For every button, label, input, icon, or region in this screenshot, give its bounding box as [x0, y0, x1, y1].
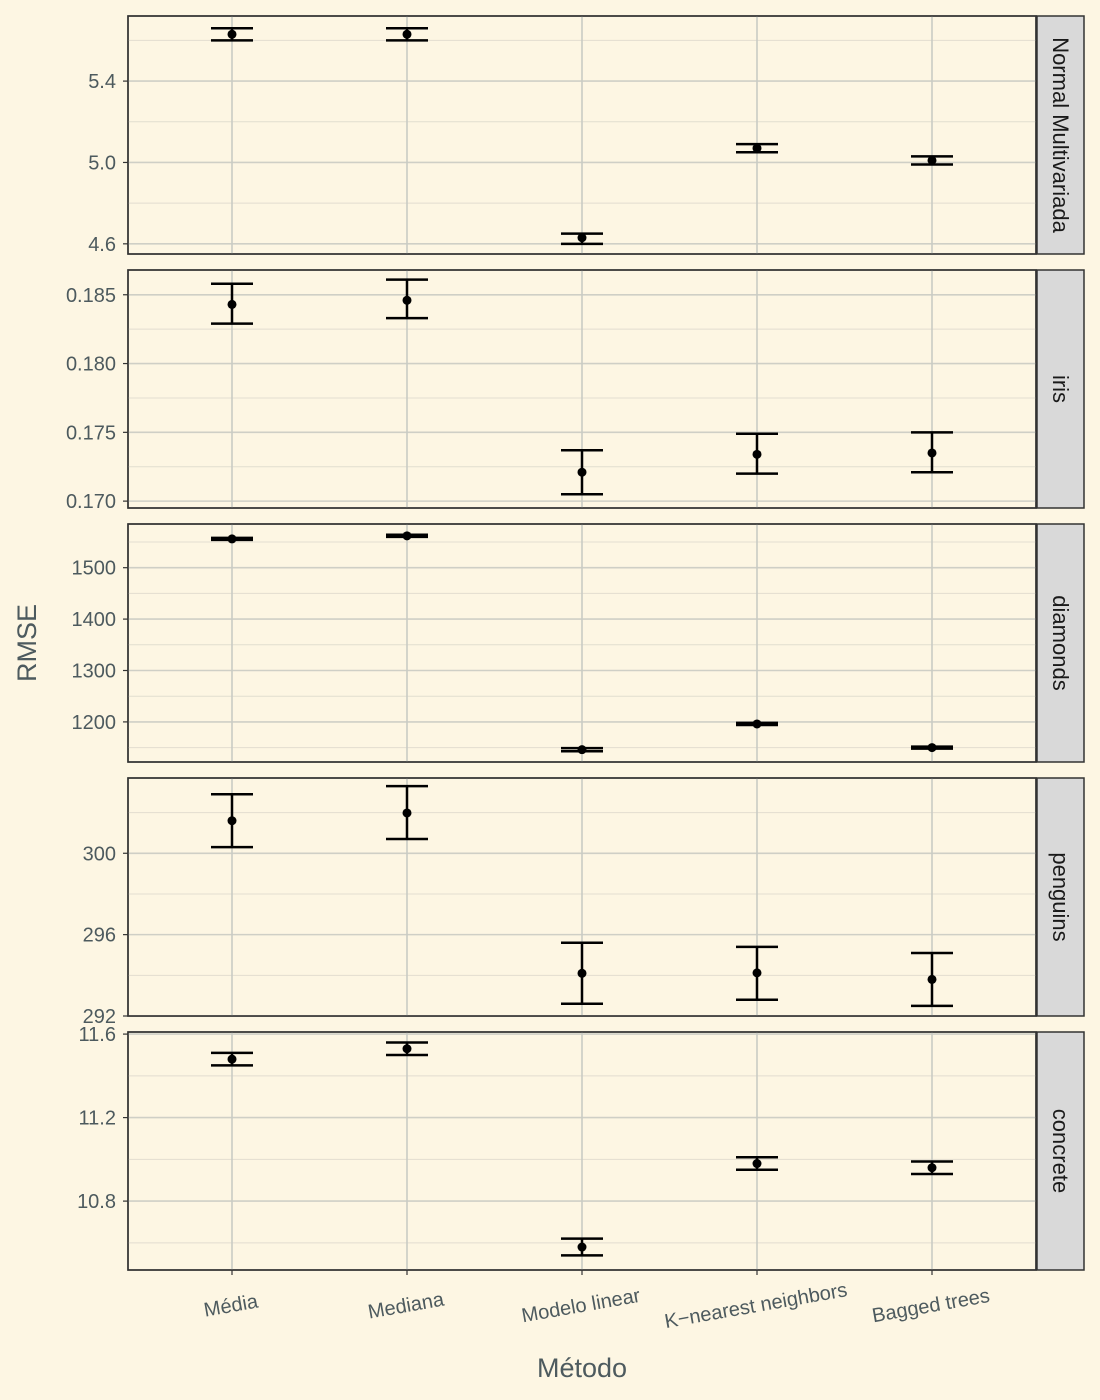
y-tick-label: 292 — [83, 1006, 116, 1028]
errorbar — [736, 719, 778, 729]
y-tick-label: 11.2 — [79, 1108, 116, 1130]
errorbar — [911, 155, 953, 166]
y-tick-label: 4.6 — [88, 234, 116, 256]
y-tick-label: 10.8 — [77, 1191, 116, 1213]
errorbar — [561, 1237, 603, 1257]
data-point — [577, 467, 587, 477]
panel-border — [127, 269, 1037, 509]
errorbar — [561, 745, 603, 755]
data-point — [402, 29, 412, 39]
errorbar — [911, 1160, 953, 1176]
facet-panel-1: 0.170 0.175 0.180 0.185 iris — [66, 269, 1085, 513]
data-point — [927, 155, 937, 165]
errorbar — [386, 278, 428, 320]
errorbar — [736, 432, 778, 475]
errorbar — [211, 282, 253, 325]
data-point — [402, 531, 412, 541]
facet-strip — [1036, 15, 1085, 255]
facet-strip-label: diamonds — [1048, 595, 1073, 690]
panel-border — [127, 777, 1037, 1017]
facet-strip-label: Normal Multivariada — [1048, 37, 1073, 233]
y-tick-label: 5.0 — [88, 152, 116, 174]
panel-grid — [128, 1032, 1036, 1270]
facet-strip-label: penguins — [1048, 852, 1073, 941]
y-tick-label: 0.180 — [66, 354, 116, 376]
errorbar — [386, 26, 428, 42]
errorbar — [911, 743, 953, 753]
facet-strip-label: concrete — [1048, 1109, 1073, 1193]
errorbar — [211, 534, 253, 544]
panel-grid — [128, 270, 1036, 508]
facet-strip — [1036, 1031, 1085, 1271]
data-point — [927, 974, 937, 984]
errorbar — [386, 1041, 428, 1057]
errorbar — [561, 941, 603, 1006]
facet-strip — [1036, 777, 1085, 1017]
errorbar — [211, 793, 253, 849]
data-point — [927, 448, 937, 458]
errorbar — [736, 1156, 778, 1172]
data-point — [402, 295, 412, 305]
facet-panel-3: 292 296 300 penguins — [83, 777, 1085, 1028]
data-point — [227, 1054, 237, 1064]
data-point — [752, 719, 762, 729]
data-point — [752, 968, 762, 978]
errorbar — [911, 431, 953, 474]
panel-grid — [128, 16, 1036, 254]
data-point — [752, 1159, 762, 1169]
x-axis-title: Método — [537, 1353, 627, 1383]
data-point — [752, 143, 762, 153]
errorbar — [736, 945, 778, 1001]
data-point — [927, 743, 937, 753]
facet-panel-0: 4.6 5.0 5.4 Normal Multivariada — [88, 15, 1085, 256]
facet-panel-2: 1200 1300 1400 1500 diamonds — [72, 523, 1085, 763]
y-axis-title: RMSE — [12, 604, 42, 682]
data-point — [577, 233, 587, 243]
errorbar — [211, 26, 253, 42]
data-point — [227, 299, 237, 309]
y-tick-label: 0.185 — [66, 285, 116, 307]
panel-border — [127, 523, 1037, 763]
y-tick-label: 0.170 — [66, 491, 116, 513]
y-tick-label: 1200 — [72, 712, 117, 734]
y-tick-label: 11.6 — [79, 1024, 116, 1046]
errorbar — [561, 448, 603, 496]
facet-strip — [1036, 269, 1085, 509]
data-point — [227, 534, 237, 544]
errorbar — [386, 784, 428, 841]
y-tick-label: 296 — [83, 925, 116, 947]
data-point — [577, 968, 587, 978]
panel-border — [127, 15, 1037, 255]
data-point — [577, 745, 587, 755]
errorbar — [386, 531, 428, 541]
y-tick-label: 300 — [83, 843, 116, 865]
errorbar — [911, 951, 953, 1008]
data-point — [402, 808, 412, 818]
facet-panels: 4.65.05.4 Normal Multivariada0.1700.1750.… — [66, 15, 1085, 1271]
facet-panel-4: 10.8 11.2 11.6 concrete — [77, 1024, 1085, 1271]
y-tick-label: 1500 — [72, 558, 117, 580]
data-point — [227, 29, 237, 39]
y-tick-label: 1300 — [72, 661, 117, 683]
data-point — [927, 1163, 937, 1173]
errorbar — [561, 232, 603, 246]
errorbar — [211, 1051, 253, 1067]
facet-strip-label: iris — [1048, 375, 1073, 403]
data-point — [577, 1242, 587, 1252]
data-point — [227, 816, 237, 826]
data-point — [752, 449, 762, 459]
facet-strip — [1036, 523, 1085, 763]
y-tick-label: 0.175 — [66, 422, 116, 444]
errorbar — [736, 142, 778, 154]
y-tick-label: 5.4 — [88, 71, 116, 93]
y-tick-label: 1400 — [72, 609, 117, 631]
data-point — [402, 1044, 412, 1054]
